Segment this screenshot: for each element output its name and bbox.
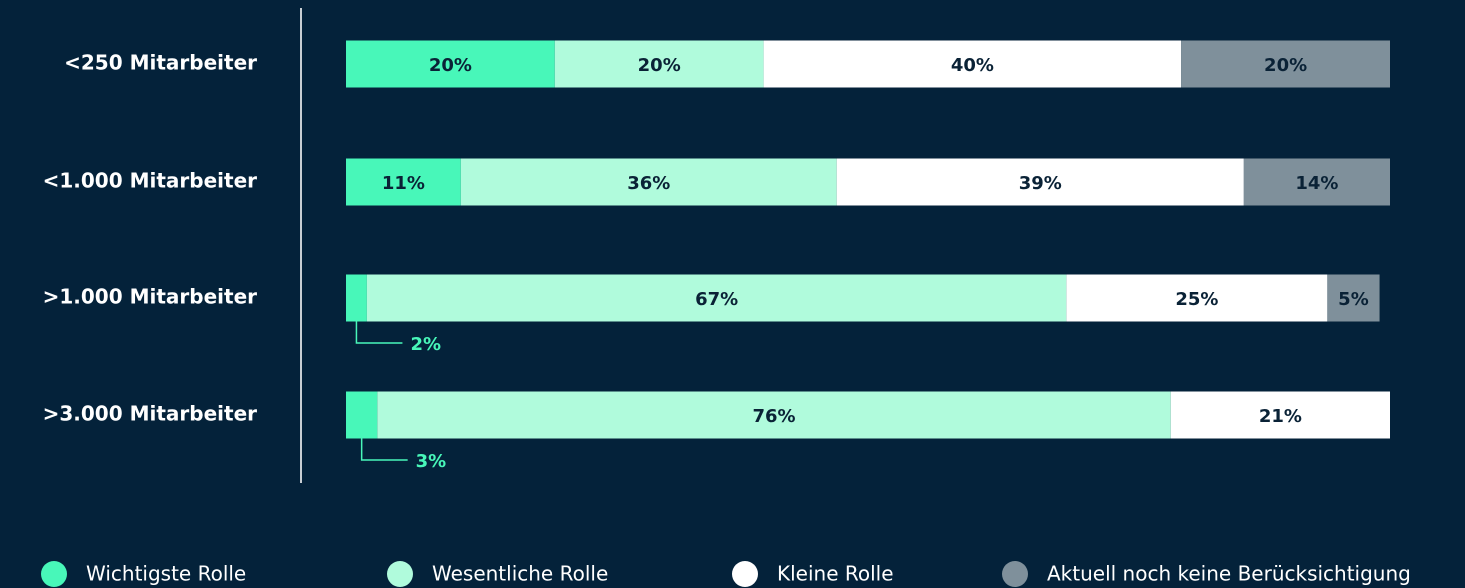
bar-segment bbox=[1243, 158, 1390, 206]
bar-segment bbox=[1170, 391, 1390, 439]
bar-segment bbox=[346, 274, 367, 322]
value-label: 3% bbox=[416, 451, 447, 472]
value-label: 20% bbox=[638, 55, 681, 76]
legend-swatch bbox=[41, 561, 67, 587]
bar-segment bbox=[346, 391, 378, 439]
leader-line bbox=[360, 438, 408, 461]
legend-swatch bbox=[1002, 561, 1028, 587]
value-label: 36% bbox=[627, 173, 670, 194]
value-label: 5% bbox=[1338, 289, 1369, 310]
value-label: 14% bbox=[1295, 173, 1338, 194]
bar-segment bbox=[1181, 40, 1390, 88]
category-label: <1.000 Mitarbeiter bbox=[43, 169, 258, 193]
category-label: >1.000 Mitarbeiter bbox=[43, 285, 258, 309]
bar-segment bbox=[1066, 274, 1328, 322]
legend-label: Wesentliche Rolle bbox=[432, 562, 608, 586]
value-label: 21% bbox=[1259, 406, 1302, 427]
bar-segment bbox=[1327, 274, 1380, 322]
bar-segment bbox=[763, 40, 1182, 88]
bar-segment bbox=[377, 391, 1171, 439]
bar-segment bbox=[346, 40, 555, 88]
legend-label: Wichtigste Rolle bbox=[86, 562, 246, 586]
value-label: 25% bbox=[1175, 289, 1218, 310]
bar-segment bbox=[346, 158, 461, 206]
legend-swatch bbox=[387, 561, 413, 587]
value-label: 20% bbox=[429, 55, 472, 76]
value-label: 2% bbox=[410, 334, 441, 355]
value-label: 39% bbox=[1019, 173, 1062, 194]
category-label: <250 Mitarbeiter bbox=[64, 51, 257, 75]
value-label: 76% bbox=[752, 406, 795, 427]
legend-label: Kleine Rolle bbox=[777, 562, 894, 586]
value-label: 67% bbox=[695, 289, 738, 310]
legend-swatch bbox=[732, 561, 758, 587]
legend-label: Aktuell noch keine Berücksichtigung bbox=[1047, 562, 1411, 586]
bar-segment bbox=[554, 40, 764, 88]
bar-segment bbox=[460, 158, 837, 206]
leader-line bbox=[355, 321, 403, 344]
bar-segment bbox=[366, 274, 1067, 322]
category-label: >3.000 Mitarbeiter bbox=[43, 402, 258, 426]
bar-segment bbox=[836, 158, 1244, 206]
value-label: 40% bbox=[951, 55, 994, 76]
value-label: 11% bbox=[382, 173, 425, 194]
value-label: 20% bbox=[1264, 55, 1307, 76]
